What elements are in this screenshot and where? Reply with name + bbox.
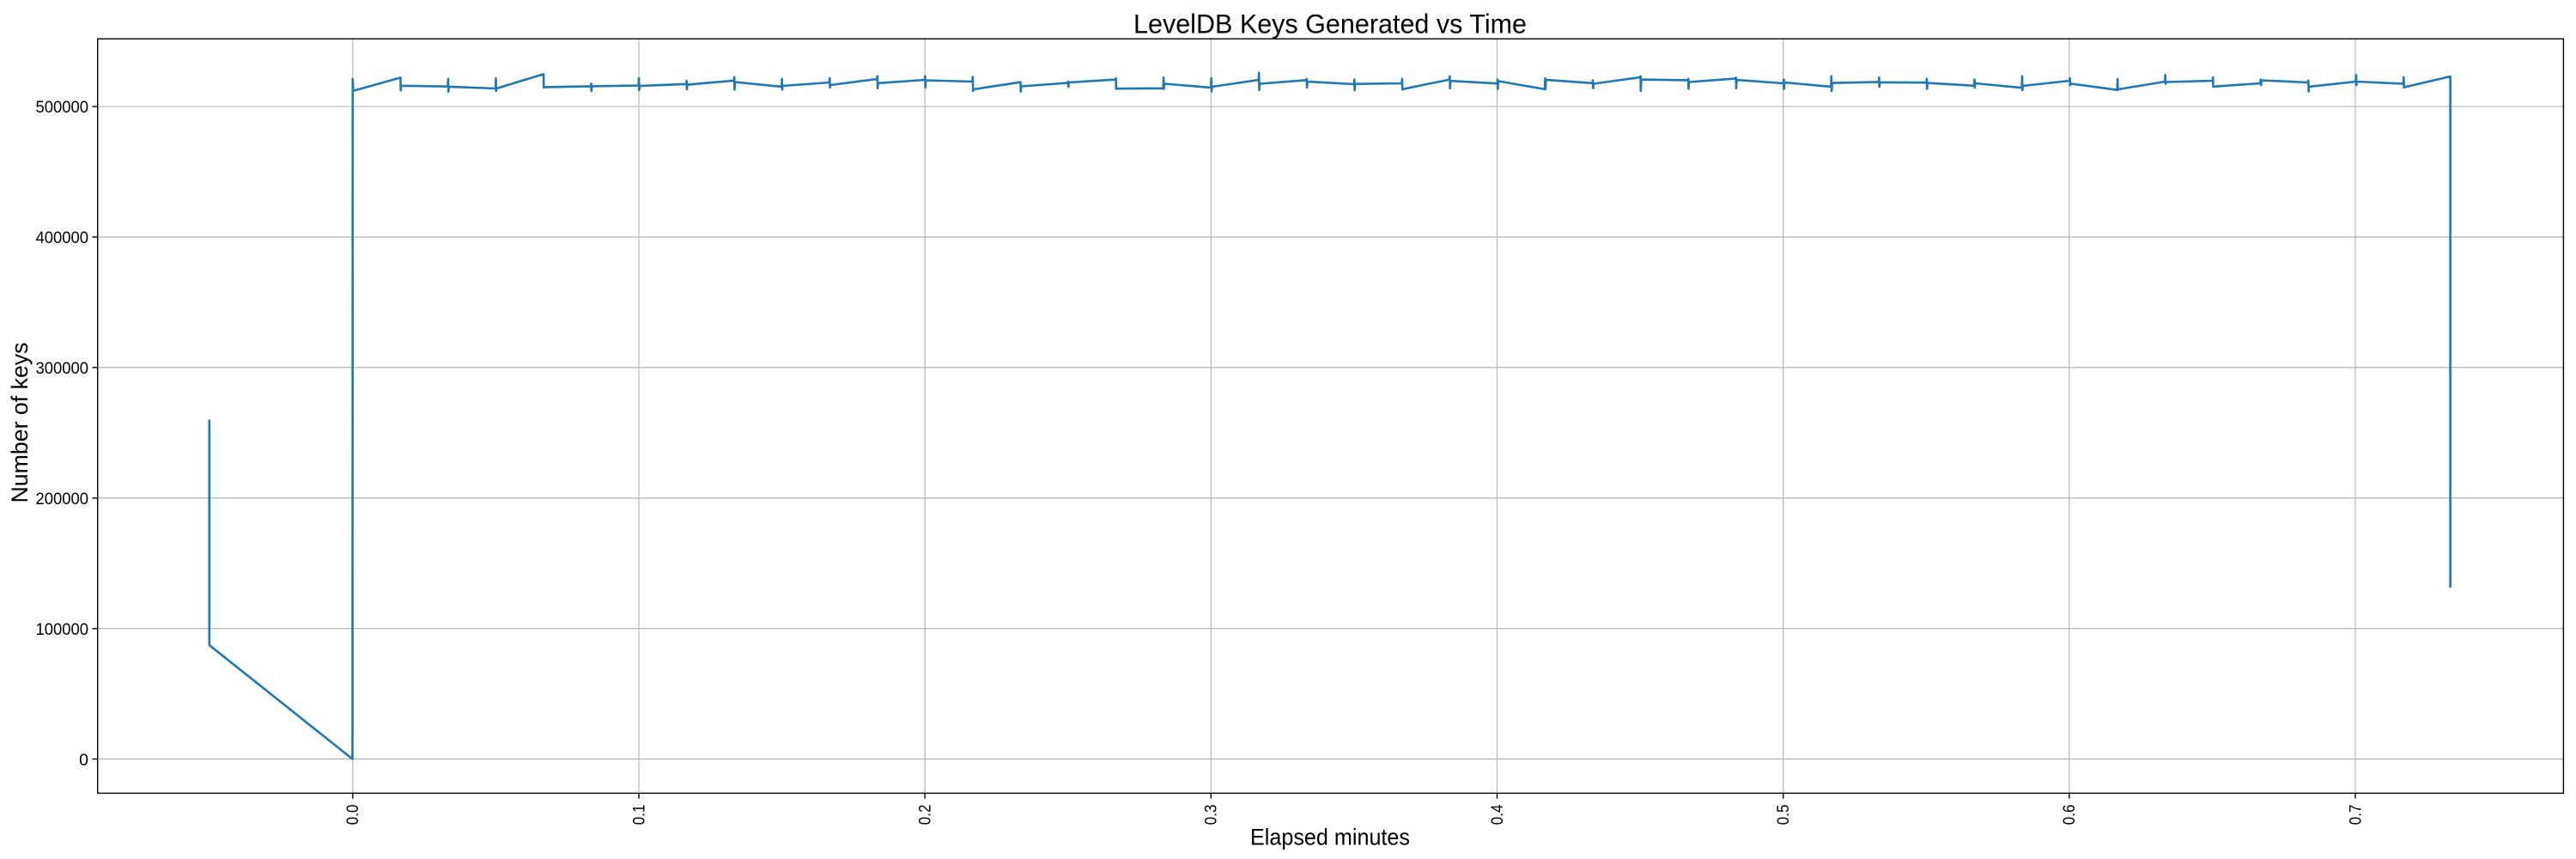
svg-text:0.4: 0.4 <box>1488 804 1507 825</box>
svg-text:0.1: 0.1 <box>629 805 648 825</box>
svg-text:500000: 500000 <box>36 98 89 117</box>
svg-text:0.0: 0.0 <box>343 804 362 825</box>
svg-text:Number of keys: Number of keys <box>7 343 33 503</box>
svg-text:100000: 100000 <box>36 620 89 639</box>
svg-text:0.2: 0.2 <box>916 805 935 825</box>
svg-text:200000: 200000 <box>36 490 89 509</box>
svg-text:Elapsed minutes: Elapsed minutes <box>1250 824 1410 850</box>
svg-text:400000: 400000 <box>36 228 89 247</box>
svg-text:0.6: 0.6 <box>2060 805 2079 825</box>
svg-text:0.3: 0.3 <box>1202 805 1221 825</box>
svg-text:0.7: 0.7 <box>2346 805 2365 825</box>
svg-text:0: 0 <box>79 751 88 770</box>
svg-text:LevelDB Keys Generated vs Time: LevelDB Keys Generated vs Time <box>1133 8 1527 39</box>
svg-text:300000: 300000 <box>36 359 89 378</box>
svg-text:0.5: 0.5 <box>1774 804 1793 825</box>
